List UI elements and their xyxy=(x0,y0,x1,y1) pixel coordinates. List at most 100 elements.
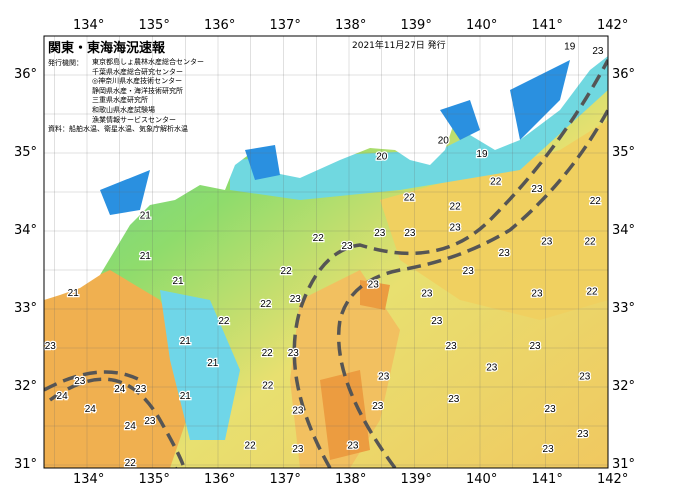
lat-tick-label: 35° xyxy=(612,145,636,160)
organization: 和歌山県水産試験場 xyxy=(92,105,155,114)
lon-tick-label: 137° xyxy=(269,18,301,33)
lat-tick-label: 36° xyxy=(14,67,38,82)
temperature-label: 22 xyxy=(218,316,230,327)
temperature-label: 21 xyxy=(140,251,152,262)
lon-tick-label: 136° xyxy=(204,18,236,33)
temperature-label: 21 xyxy=(172,276,184,287)
lat-tick-label: 35° xyxy=(14,145,38,160)
temperature-label: 23 xyxy=(579,371,591,382)
kuroshio-line-outer xyxy=(336,109,608,468)
temperature-label: 22 xyxy=(590,196,602,207)
lat-tick-label: 32° xyxy=(14,379,38,394)
temperature-label: 23 xyxy=(463,266,475,277)
temperature-label: 23 xyxy=(577,429,589,440)
temperature-label: 23 xyxy=(378,371,390,382)
organizations-label: 発行機関： xyxy=(48,59,83,67)
temperature-label: 24 xyxy=(125,421,137,432)
temperature-labels: 23 19 20 20 19 22 22 22 23 22 21 21 22 23 23 23 23 23 23 22… xyxy=(44,40,605,469)
lon-tick-label: 141° xyxy=(531,472,563,487)
temperature-label: 23 xyxy=(499,248,511,259)
lon-tick-label: 142° xyxy=(597,472,629,487)
temperature-label: 23 xyxy=(292,444,304,455)
lat-tick-label: 34° xyxy=(612,223,636,238)
temperature-label: 22 xyxy=(404,193,416,204)
temperature-label: 23 xyxy=(545,404,557,415)
map-title: 関東・東海海況速報 xyxy=(48,41,166,56)
temperature-label: 20 xyxy=(438,136,450,147)
organizations-list: 東京都島しょ農林水産総合センター 千葉県水産総合研究センター ◎神奈川県水産技術… xyxy=(92,58,204,125)
temperature-label: 23 xyxy=(450,222,462,233)
temperature-label: 21 xyxy=(68,288,80,299)
temperature-label: 23 xyxy=(448,394,460,405)
temperature-label: 23 xyxy=(592,46,604,57)
lon-tick-label: 142° xyxy=(597,18,629,33)
temperature-label: 19 xyxy=(476,149,488,160)
lat-tick-label: 36° xyxy=(612,67,636,82)
temperature-label: 22 xyxy=(584,236,596,247)
temperature-label: 23 xyxy=(531,184,543,195)
lat-tick-label: 31° xyxy=(14,457,38,472)
lon-tick-label: 139° xyxy=(400,472,432,487)
organization: ◎神奈川県水産技術センター xyxy=(92,77,183,86)
lon-tick-label: 134° xyxy=(73,472,105,487)
cool-region xyxy=(160,290,240,440)
issue-date: 2021年11月27日 発行 xyxy=(352,41,446,51)
organization: 三重県水産研究所 xyxy=(92,96,148,105)
temperature-label: 23 xyxy=(341,241,353,252)
kuroshio-line-west-2 xyxy=(44,370,141,392)
map-frame xyxy=(43,35,609,469)
organization: 漁業情報サービスセンター xyxy=(92,115,176,124)
lon-tick-label: 138° xyxy=(335,18,367,33)
lat-tick-label: 33° xyxy=(612,301,636,316)
lon-tick-label: 139° xyxy=(400,18,432,33)
temperature-label: 23 xyxy=(347,441,359,452)
temperature-label: 22 xyxy=(262,381,274,392)
lon-tick-label: 135° xyxy=(138,18,170,33)
temperature-label: 22 xyxy=(450,201,462,212)
lon-tick-label: 134° xyxy=(73,18,105,33)
temperature-label: 19 xyxy=(564,41,576,52)
temperature-label: 23 xyxy=(486,363,498,374)
temperature-label: 23 xyxy=(292,406,304,417)
temperature-label: 22 xyxy=(586,286,598,297)
temperature-label: 21 xyxy=(207,358,219,369)
temperature-label: 23 xyxy=(45,341,57,352)
lon-tick-label: 138° xyxy=(335,472,367,487)
hot-region xyxy=(320,370,370,460)
temperature-label: 23 xyxy=(290,294,302,305)
organization: 静岡県水産・海洋技術研究所 xyxy=(92,86,183,95)
temperature-label: 24 xyxy=(114,384,126,395)
lat-tick-label: 34° xyxy=(14,223,38,238)
temperature-label: 23 xyxy=(74,376,86,387)
temperature-label: 22 xyxy=(245,441,257,452)
lat-tick-label: 33° xyxy=(14,301,38,316)
kuroshio-line-inner xyxy=(292,59,608,468)
temperature-label: 23 xyxy=(541,236,553,247)
temperature-label: 22 xyxy=(260,299,272,310)
lon-tick-label: 136° xyxy=(204,472,236,487)
temperature-label: 22 xyxy=(313,233,325,244)
temperature-label: 23 xyxy=(531,289,543,300)
temperature-label: 24 xyxy=(85,404,97,415)
data-source: 資料：船舶水温、衛星水温、気象庁解析水温 xyxy=(48,125,188,133)
lon-tick-label: 135° xyxy=(138,472,170,487)
lon-tick-label: 137° xyxy=(269,472,301,487)
temperature-label: 24 xyxy=(57,391,69,402)
temperature-label: 22 xyxy=(125,458,137,469)
temperature-label: 23 xyxy=(421,289,433,300)
temperature-label: 22 xyxy=(490,176,502,187)
lat-tick-label: 31° xyxy=(612,457,636,472)
temperature-label: 23 xyxy=(431,316,443,327)
warm-region-center xyxy=(290,270,400,468)
lon-tick-label: 141° xyxy=(531,18,563,33)
temperature-label: 23 xyxy=(288,348,300,359)
organization: 東京都島しょ農林水産総合センター xyxy=(92,58,204,66)
temperature-label: 23 xyxy=(529,341,541,352)
temperature-label: 21 xyxy=(180,336,192,347)
temperature-label: 23 xyxy=(374,228,386,239)
temperature-label: 21 xyxy=(140,211,152,222)
temperature-label: 23 xyxy=(446,341,458,352)
lat-tick-label: 32° xyxy=(612,379,636,394)
lon-tick-label: 140° xyxy=(466,18,498,33)
